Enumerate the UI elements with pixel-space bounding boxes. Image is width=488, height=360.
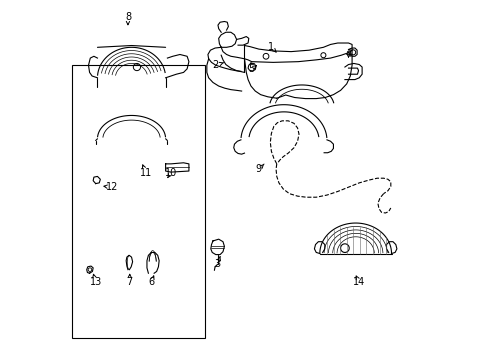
Text: 4: 4 [345, 49, 351, 59]
Text: 1: 1 [268, 42, 274, 52]
Text: 6: 6 [148, 277, 154, 287]
Text: 10: 10 [164, 168, 177, 178]
Text: 7: 7 [126, 277, 133, 287]
Text: 2: 2 [212, 60, 219, 70]
Text: 5: 5 [248, 64, 254, 74]
Text: 9: 9 [255, 164, 262, 174]
Text: 3: 3 [214, 259, 220, 269]
Bar [72, 65, 204, 338]
Text: 8: 8 [124, 12, 131, 22]
Text: 11: 11 [140, 168, 152, 178]
Text: 12: 12 [105, 182, 118, 192]
Text: 14: 14 [352, 277, 365, 287]
Text: 13: 13 [89, 277, 102, 287]
